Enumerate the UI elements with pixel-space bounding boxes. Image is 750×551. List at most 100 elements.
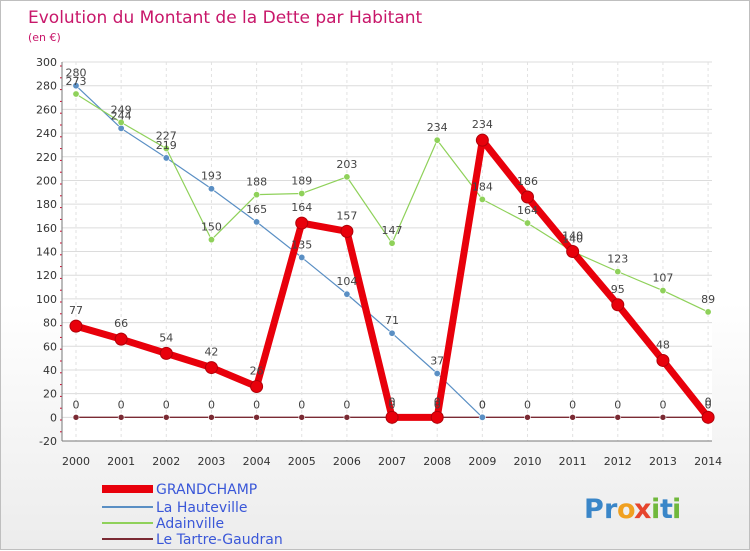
legend-label: La Hauteville	[156, 500, 247, 516]
data-point	[162, 144, 170, 152]
data-point	[72, 414, 80, 421]
data-label: 0	[434, 398, 441, 411]
data-point	[163, 414, 170, 421]
x-tick-label: 2000	[62, 455, 90, 468]
data-label: 0	[208, 398, 215, 411]
x-tick-label: 2006	[333, 455, 361, 468]
data-point	[430, 410, 444, 424]
y-tick-label: 300	[36, 56, 57, 69]
y-tick-label: 160	[36, 222, 57, 235]
data-point	[659, 414, 667, 421]
series-grandchamp	[69, 133, 715, 424]
data-label: 193	[201, 170, 222, 183]
x-tick-label: 2003	[197, 455, 225, 468]
data-point	[295, 216, 309, 230]
data-point	[208, 414, 215, 421]
data-point	[69, 319, 83, 333]
data-label: 234	[472, 118, 493, 131]
logo-letter: i	[672, 494, 681, 525]
data-label: 227	[156, 129, 177, 142]
data-label: 0	[73, 398, 80, 411]
data-point	[659, 287, 667, 295]
y-tick-label: 80	[43, 317, 57, 330]
logo-letter: r	[604, 494, 618, 525]
data-point	[250, 380, 264, 394]
x-tick-label: 2012	[604, 455, 632, 468]
data-point	[614, 414, 622, 421]
data-point	[253, 191, 261, 199]
y-tick-label: 40	[43, 364, 57, 377]
data-point	[253, 218, 261, 226]
chart-title: Evolution du Montant de la Dette par Hab…	[28, 8, 423, 28]
data-point	[523, 219, 531, 227]
data-point	[298, 414, 306, 421]
y-tick-label: 0	[50, 411, 57, 424]
data-label: 0	[163, 398, 170, 411]
data-point	[611, 298, 625, 312]
data-label: 0	[389, 398, 396, 411]
y-tick-label: 20	[43, 388, 57, 401]
data-point	[385, 410, 399, 424]
data-label: 165	[246, 203, 267, 216]
data-label: 71	[385, 314, 399, 327]
data-label: 48	[656, 338, 670, 351]
data-point	[478, 195, 486, 203]
data-label: 186	[517, 175, 538, 188]
data-label: 0	[253, 398, 260, 411]
x-tick-label: 2014	[694, 455, 722, 468]
data-point	[343, 414, 351, 421]
x-tick-label: 2002	[152, 455, 180, 468]
data-label: 140	[562, 233, 583, 246]
data-label: 104	[336, 275, 357, 288]
data-point	[478, 413, 486, 421]
data-label: 189	[291, 174, 312, 187]
data-label: 219	[156, 139, 177, 152]
data-label: 135	[291, 238, 312, 251]
data-point	[569, 414, 576, 421]
x-tick-label: 2009	[468, 455, 496, 468]
data-label: 107	[652, 272, 673, 285]
data-point	[388, 329, 396, 337]
data-point	[204, 361, 218, 375]
data-point	[298, 189, 306, 197]
data-label: 188	[246, 176, 267, 189]
data-label: 0	[524, 398, 531, 411]
data-label: 147	[382, 224, 403, 237]
logo-letter: x	[634, 494, 651, 525]
data-label: 89	[701, 293, 715, 306]
data-point	[521, 190, 534, 204]
data-label: 0	[659, 398, 666, 411]
data-point	[701, 410, 715, 424]
y-tick-label: 140	[36, 246, 57, 259]
series-la-hauteville	[72, 82, 486, 421]
x-tick-label: 2007	[378, 455, 406, 468]
data-label: 164	[517, 204, 538, 217]
data-label: 95	[611, 283, 625, 296]
y-tick-label: 60	[43, 340, 57, 353]
data-label: 234	[427, 121, 448, 134]
y-tick-label: 260	[36, 103, 57, 116]
x-tick-label: 2013	[649, 455, 677, 468]
data-label: 244	[111, 109, 132, 122]
data-point	[433, 369, 441, 377]
data-point	[162, 154, 170, 162]
data-label: 26	[250, 365, 264, 378]
data-point	[340, 224, 354, 238]
series-adainville	[72, 90, 712, 316]
x-tick-label: 2011	[559, 455, 587, 468]
data-label: 54	[159, 331, 173, 344]
data-label: 0	[298, 398, 305, 411]
data-label: 184	[472, 180, 493, 193]
data-label: 0	[705, 395, 712, 408]
logo-letter: i	[651, 494, 660, 525]
legend-label: Adainville	[156, 516, 224, 532]
x-tick-label: 2010	[514, 455, 542, 468]
y-tick-label: 180	[36, 198, 57, 211]
data-point	[253, 414, 260, 421]
data-label: 0	[118, 398, 125, 411]
x-tick-label: 2008	[423, 455, 451, 468]
data-label: 140	[562, 230, 583, 243]
data-point	[433, 136, 441, 144]
